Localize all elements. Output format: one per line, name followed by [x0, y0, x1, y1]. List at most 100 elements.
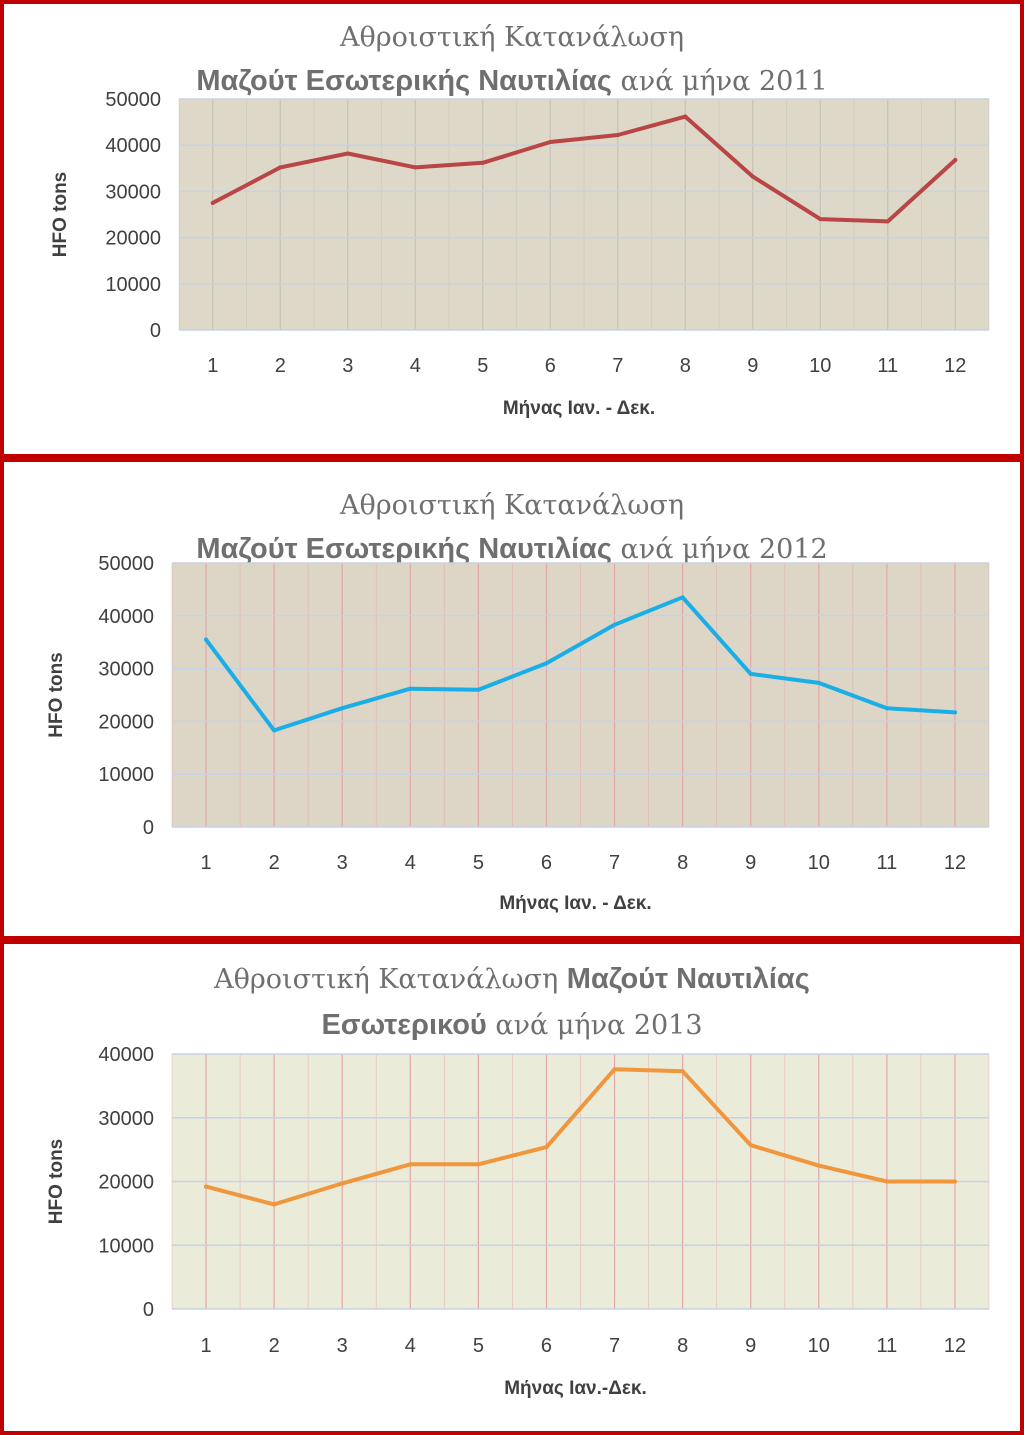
data-point	[340, 706, 345, 711]
x-tick-label: 1	[200, 852, 211, 874]
x-tick-label: 11	[876, 852, 897, 874]
data-point	[544, 1145, 549, 1150]
chart-panel-2012: Αθροιστική Κατανάλωση Μαζούτ Εσωτερικής Ν…	[0, 458, 1024, 940]
chart-2011: Αθροιστική Κατανάλωση Μαζούτ Εσωτερικής Ν…	[50, 22, 990, 419]
y-tick-label: 40000	[105, 135, 161, 157]
x-tick-label: 1	[207, 355, 218, 377]
chart-title-segment: ανά μήνα 2012	[612, 534, 828, 565]
data-point	[952, 1179, 957, 1184]
data-point	[683, 114, 688, 119]
y-tick-label: 10000	[105, 274, 161, 296]
x-tick-label: 6	[541, 852, 552, 874]
x-tick-label: 10	[808, 1335, 830, 1357]
x-tick-label: 12	[944, 852, 966, 874]
chart-title-segment: Μαζούτ Εσωτερικής Ναυτιλίας	[196, 65, 612, 97]
data-point	[748, 671, 753, 676]
chart-title-segment: Αθροιστική Κατανάλωση	[213, 964, 567, 995]
data-point	[278, 165, 283, 170]
x-tick-label: 9	[745, 852, 756, 874]
y-tick-label: 0	[150, 320, 161, 342]
chart-2013: Αθροιστική Κατανάλωση Μαζούτ Ναυτιλίας Εσ…	[46, 963, 990, 1399]
x-tick-label: 4	[405, 1335, 416, 1357]
chart-title-segment: Μαζούτ Ναυτιλίας	[567, 963, 810, 995]
chart-title-line-2: Εσωτερικού ανά μήνα 2013	[321, 1009, 702, 1041]
x-tick-label: 5	[477, 355, 488, 377]
x-tick-label: 3	[337, 1335, 348, 1357]
x-tick-label: 12	[944, 1335, 966, 1357]
y-tick-label: 20000	[98, 1172, 154, 1194]
chart-title-segment: Εσωτερικού	[321, 1009, 486, 1041]
chart-title-line-2: Μαζούτ Εσωτερικής Ναυτιλίας ανά μήνα 201…	[196, 65, 827, 97]
series-line	[204, 595, 957, 733]
chart-panel-2011: Αθροιστική Κατανάλωση Μαζούτ Εσωτερικής Ν…	[0, 0, 1024, 458]
x-tick-label: 6	[541, 1335, 552, 1357]
y-tick-label: 10000	[98, 764, 154, 786]
data-point	[884, 706, 889, 711]
data-point	[476, 1162, 481, 1167]
y-tick-label: 40000	[98, 1044, 154, 1066]
data-point	[612, 1067, 617, 1072]
data-point	[413, 165, 418, 170]
data-point	[952, 710, 957, 715]
y-tick-label: 30000	[105, 181, 161, 203]
chart-title-segment: Μαζούτ Εσωτερικής Ναυτιλίας	[196, 533, 612, 565]
x-tick-label: 7	[609, 852, 620, 874]
x-tick-label: 2	[275, 355, 286, 377]
chart-title-segment: ανά μήνα 2013	[487, 1010, 703, 1041]
y-axis-label: HFO tons	[46, 1139, 67, 1225]
y-tick-label: 10000	[98, 1235, 154, 1257]
data-point	[750, 174, 755, 179]
data-point	[480, 160, 485, 165]
data-point	[816, 680, 821, 685]
x-tick-label: 1	[200, 1335, 211, 1357]
data-point	[544, 661, 549, 666]
x-axis-label: Μήνας Ιαν.-Δεκ.	[504, 1378, 647, 1399]
data-point	[884, 1179, 889, 1184]
x-axis-label: Μήνας Ιαν. - Δεκ.	[503, 398, 655, 419]
x-tick-label: 4	[410, 355, 421, 377]
series-line	[204, 1067, 957, 1207]
data-point	[953, 157, 958, 162]
data-point	[408, 1162, 413, 1167]
x-tick-label: 9	[745, 1335, 756, 1357]
x-tick-label: 2	[269, 1335, 280, 1357]
x-tick-label: 8	[677, 1335, 688, 1357]
chart-2012: Αθροιστική Κατανάλωση Μαζούτ Εσωτερικής Ν…	[46, 490, 990, 914]
data-point	[818, 217, 823, 222]
data-point	[612, 622, 617, 627]
x-tick-label: 11	[876, 1335, 897, 1357]
data-point	[680, 595, 685, 600]
y-tick-label: 20000	[98, 711, 154, 733]
data-point	[816, 1163, 821, 1168]
x-axis-label: Μήνας Ιαν. - Δεκ.	[499, 893, 651, 914]
data-point	[408, 686, 413, 691]
chart-title-line-1: Αθροιστική Κατανάλωση Μαζούτ Ναυτιλίας	[213, 963, 810, 995]
x-tick-label: 5	[473, 1335, 484, 1357]
x-tick-label: 9	[747, 355, 758, 377]
x-tick-label: 11	[877, 355, 898, 377]
y-tick-label: 20000	[105, 228, 161, 250]
data-point	[345, 151, 350, 156]
x-tick-label: 3	[342, 355, 353, 377]
data-point	[885, 219, 890, 224]
data-point	[680, 1069, 685, 1074]
chart-title-line-1: Αθροιστική Κατανάλωση	[339, 490, 684, 521]
x-tick-label: 8	[680, 355, 691, 377]
data-point	[340, 1181, 345, 1186]
x-tick-label: 6	[545, 355, 556, 377]
x-tick-label: 10	[809, 355, 831, 377]
data-point	[272, 728, 277, 733]
x-tick-label: 3	[337, 852, 348, 874]
x-tick-label: 7	[612, 355, 623, 377]
x-tick-label: 4	[405, 852, 416, 874]
data-point	[476, 687, 481, 692]
data-point	[272, 1202, 277, 1207]
x-tick-label: 5	[473, 852, 484, 874]
y-tick-label: 0	[143, 817, 154, 839]
y-tick-label: 0	[143, 1299, 154, 1321]
data-point	[204, 637, 209, 642]
y-axis-label: HFO tons	[46, 652, 67, 738]
x-tick-label: 8	[677, 852, 688, 874]
y-tick-label: 30000	[98, 659, 154, 681]
chart-title-segment: Αθροιστική Κατανάλωση	[339, 490, 684, 521]
